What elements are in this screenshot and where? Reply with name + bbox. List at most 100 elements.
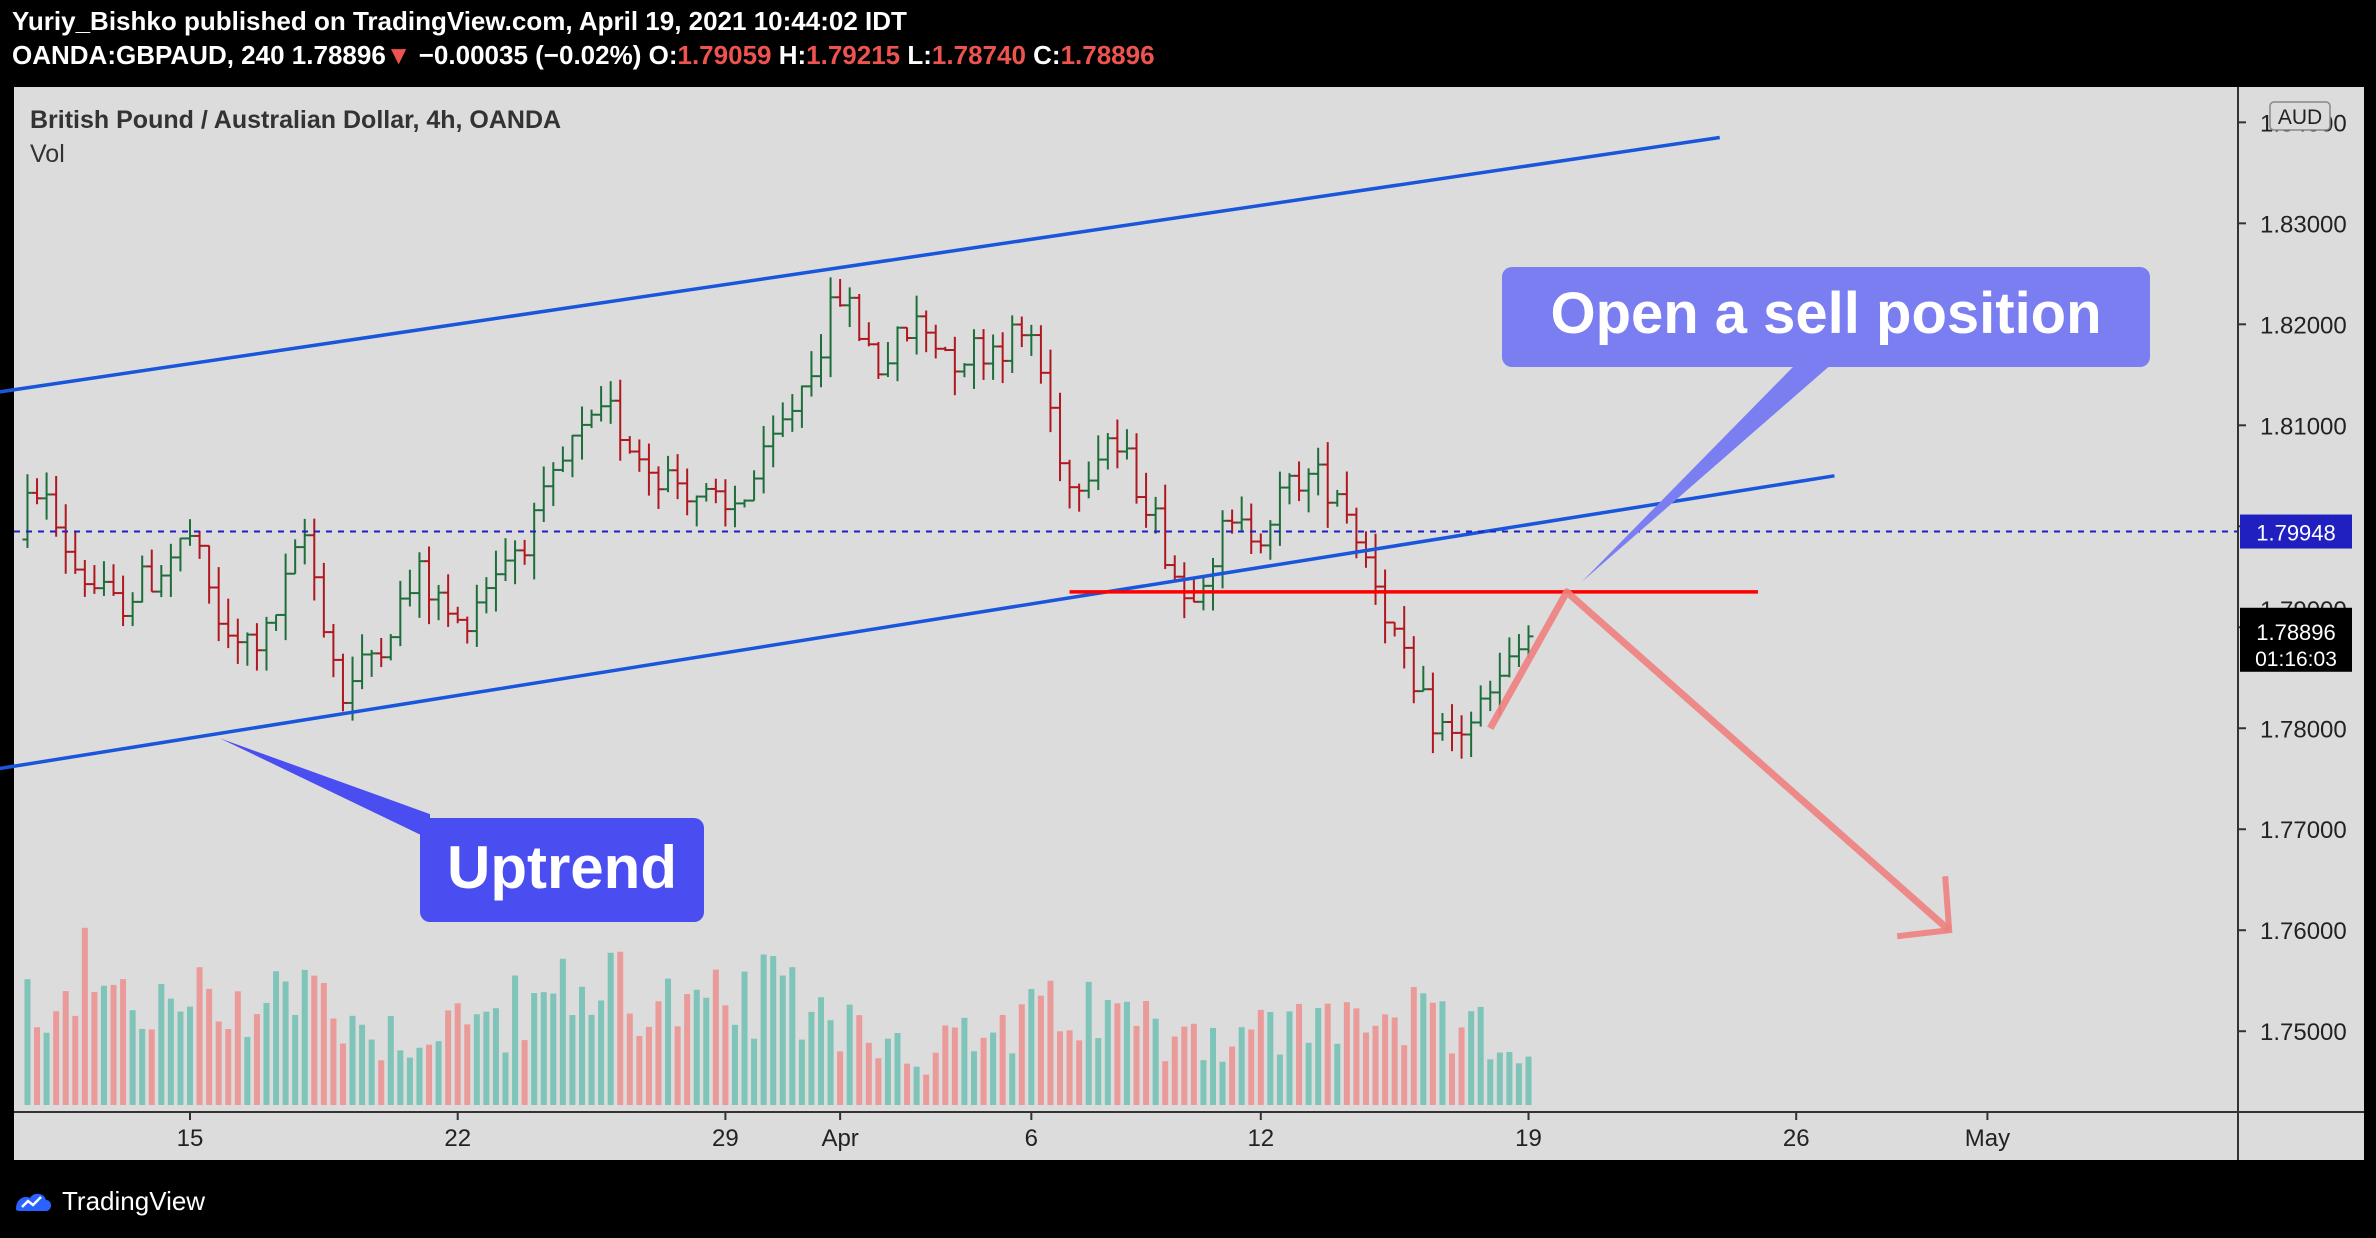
volume-bar — [1439, 1001, 1446, 1105]
ticker-change: −0.00035 (−0.02%) — [418, 40, 642, 70]
volume-bar — [1429, 1002, 1436, 1105]
x-tick-label: 15 — [177, 1125, 204, 1152]
volume-bar — [1372, 1025, 1379, 1105]
volume-bar — [1114, 1003, 1121, 1105]
plot-area — [14, 87, 2238, 1112]
x-tick-label: 12 — [1247, 1125, 1274, 1152]
volume-bar — [301, 969, 308, 1105]
volume-bar — [512, 975, 519, 1105]
candles-group — [22, 277, 1534, 759]
volume-bar — [1076, 1040, 1083, 1105]
volume-bar — [100, 985, 107, 1105]
tradingview-logo-icon — [16, 1193, 52, 1211]
volume-bar — [1420, 993, 1427, 1105]
volume-bar — [569, 1015, 576, 1105]
volume-bar — [282, 981, 289, 1105]
volume-bar — [904, 1063, 911, 1105]
projection-path — [1487, 588, 1952, 933]
volume-bar — [789, 967, 796, 1105]
y-tick-label: 1.78000 — [2260, 716, 2347, 743]
volume-bar — [148, 1029, 155, 1105]
volume-bar — [1104, 1000, 1111, 1105]
volume-bar — [483, 1011, 490, 1105]
volume-bar — [1353, 1008, 1360, 1105]
volume-bar — [62, 991, 69, 1105]
volume-bar — [72, 1015, 79, 1105]
volume-bar — [578, 986, 585, 1105]
volume-bar — [454, 1003, 461, 1105]
volume-bar — [951, 1027, 958, 1105]
volume-bar — [1209, 1027, 1216, 1105]
volume-bar — [1085, 981, 1092, 1105]
open-value: 1.79059 — [677, 40, 772, 70]
volume-bar — [894, 1032, 901, 1105]
volume-bar — [397, 1050, 404, 1105]
volume-bar — [215, 1021, 222, 1105]
volume-bar — [253, 1014, 260, 1105]
volume-bar — [1515, 1063, 1522, 1105]
ticker-symbol: OANDA:GBPAUD, 240 — [12, 40, 285, 70]
down-arrow-icon: ▼ — [385, 40, 412, 70]
uptrend-callout-box — [420, 818, 704, 922]
volume-bar — [884, 1038, 891, 1105]
volume-bar — [158, 983, 165, 1105]
sell-callout-pointer — [1581, 339, 1860, 582]
low-label: L: — [907, 40, 932, 70]
volume-bar — [655, 1001, 662, 1105]
volume-bar — [856, 1015, 863, 1105]
tradingview-label: TradingView — [62, 1186, 206, 1216]
countdown-label: 01:16:03 — [2255, 648, 2337, 671]
volume-bar — [464, 1024, 471, 1105]
volume-bar — [187, 1006, 193, 1105]
volume-bar — [1506, 1051, 1513, 1105]
volume-bar — [1238, 1027, 1245, 1105]
y-tick-label: 1.76000 — [2260, 918, 2347, 945]
x-tick-label: May — [1965, 1125, 2010, 1152]
volume-bar — [1449, 1053, 1456, 1105]
volume-bar — [731, 1024, 738, 1105]
volume-bar — [798, 1039, 805, 1105]
volume-bar — [502, 1052, 509, 1105]
volume-bar — [1181, 1026, 1188, 1105]
currency-label: AUD — [2278, 106, 2322, 129]
volume-bar — [617, 951, 624, 1105]
volume-bar — [110, 984, 117, 1105]
volume-bar — [196, 967, 203, 1105]
volume-bar — [550, 993, 557, 1105]
volume-bar — [1391, 1017, 1398, 1105]
volume-bar — [1066, 1030, 1073, 1105]
uptrend-callout-pointer — [220, 738, 430, 840]
y-tick-label: 1.81000 — [2260, 413, 2347, 440]
volume-bar — [1315, 1008, 1322, 1105]
volume-bar — [263, 1002, 270, 1105]
volume-bar — [990, 1032, 997, 1105]
volume-bar — [1324, 1003, 1331, 1105]
volume-bar — [1276, 1054, 1283, 1105]
volume-bar — [139, 1028, 146, 1105]
volume-bar — [368, 1039, 375, 1105]
projection-arrowhead — [1896, 876, 1953, 940]
ticker-last: 1.78896 — [291, 40, 386, 70]
volume-bar — [81, 927, 88, 1105]
volume-bar — [273, 971, 280, 1105]
volume-bar — [770, 956, 777, 1105]
volume-bar — [445, 1010, 452, 1105]
open-label: O: — [648, 40, 678, 70]
volume-bar — [1525, 1056, 1532, 1105]
volume-bar — [531, 993, 538, 1105]
volume-bar — [760, 954, 767, 1105]
dashed-price-label: 1.79948 — [2256, 521, 2336, 546]
trendline-upper-channel — [0, 135, 1720, 394]
x-tick-label: 19 — [1515, 1125, 1542, 1152]
trendline-lower-channel — [0, 474, 1835, 771]
volume-bar — [1143, 1001, 1150, 1105]
volume-bar — [91, 991, 98, 1105]
volume-bar — [970, 1051, 977, 1105]
volume-bar — [234, 991, 241, 1105]
volume-bar — [120, 979, 127, 1105]
volume-bar — [349, 1015, 356, 1105]
y-tick-label: 1.82000 — [2260, 312, 2347, 339]
volume-bar — [559, 958, 566, 1105]
volume-bar — [1047, 980, 1054, 1105]
